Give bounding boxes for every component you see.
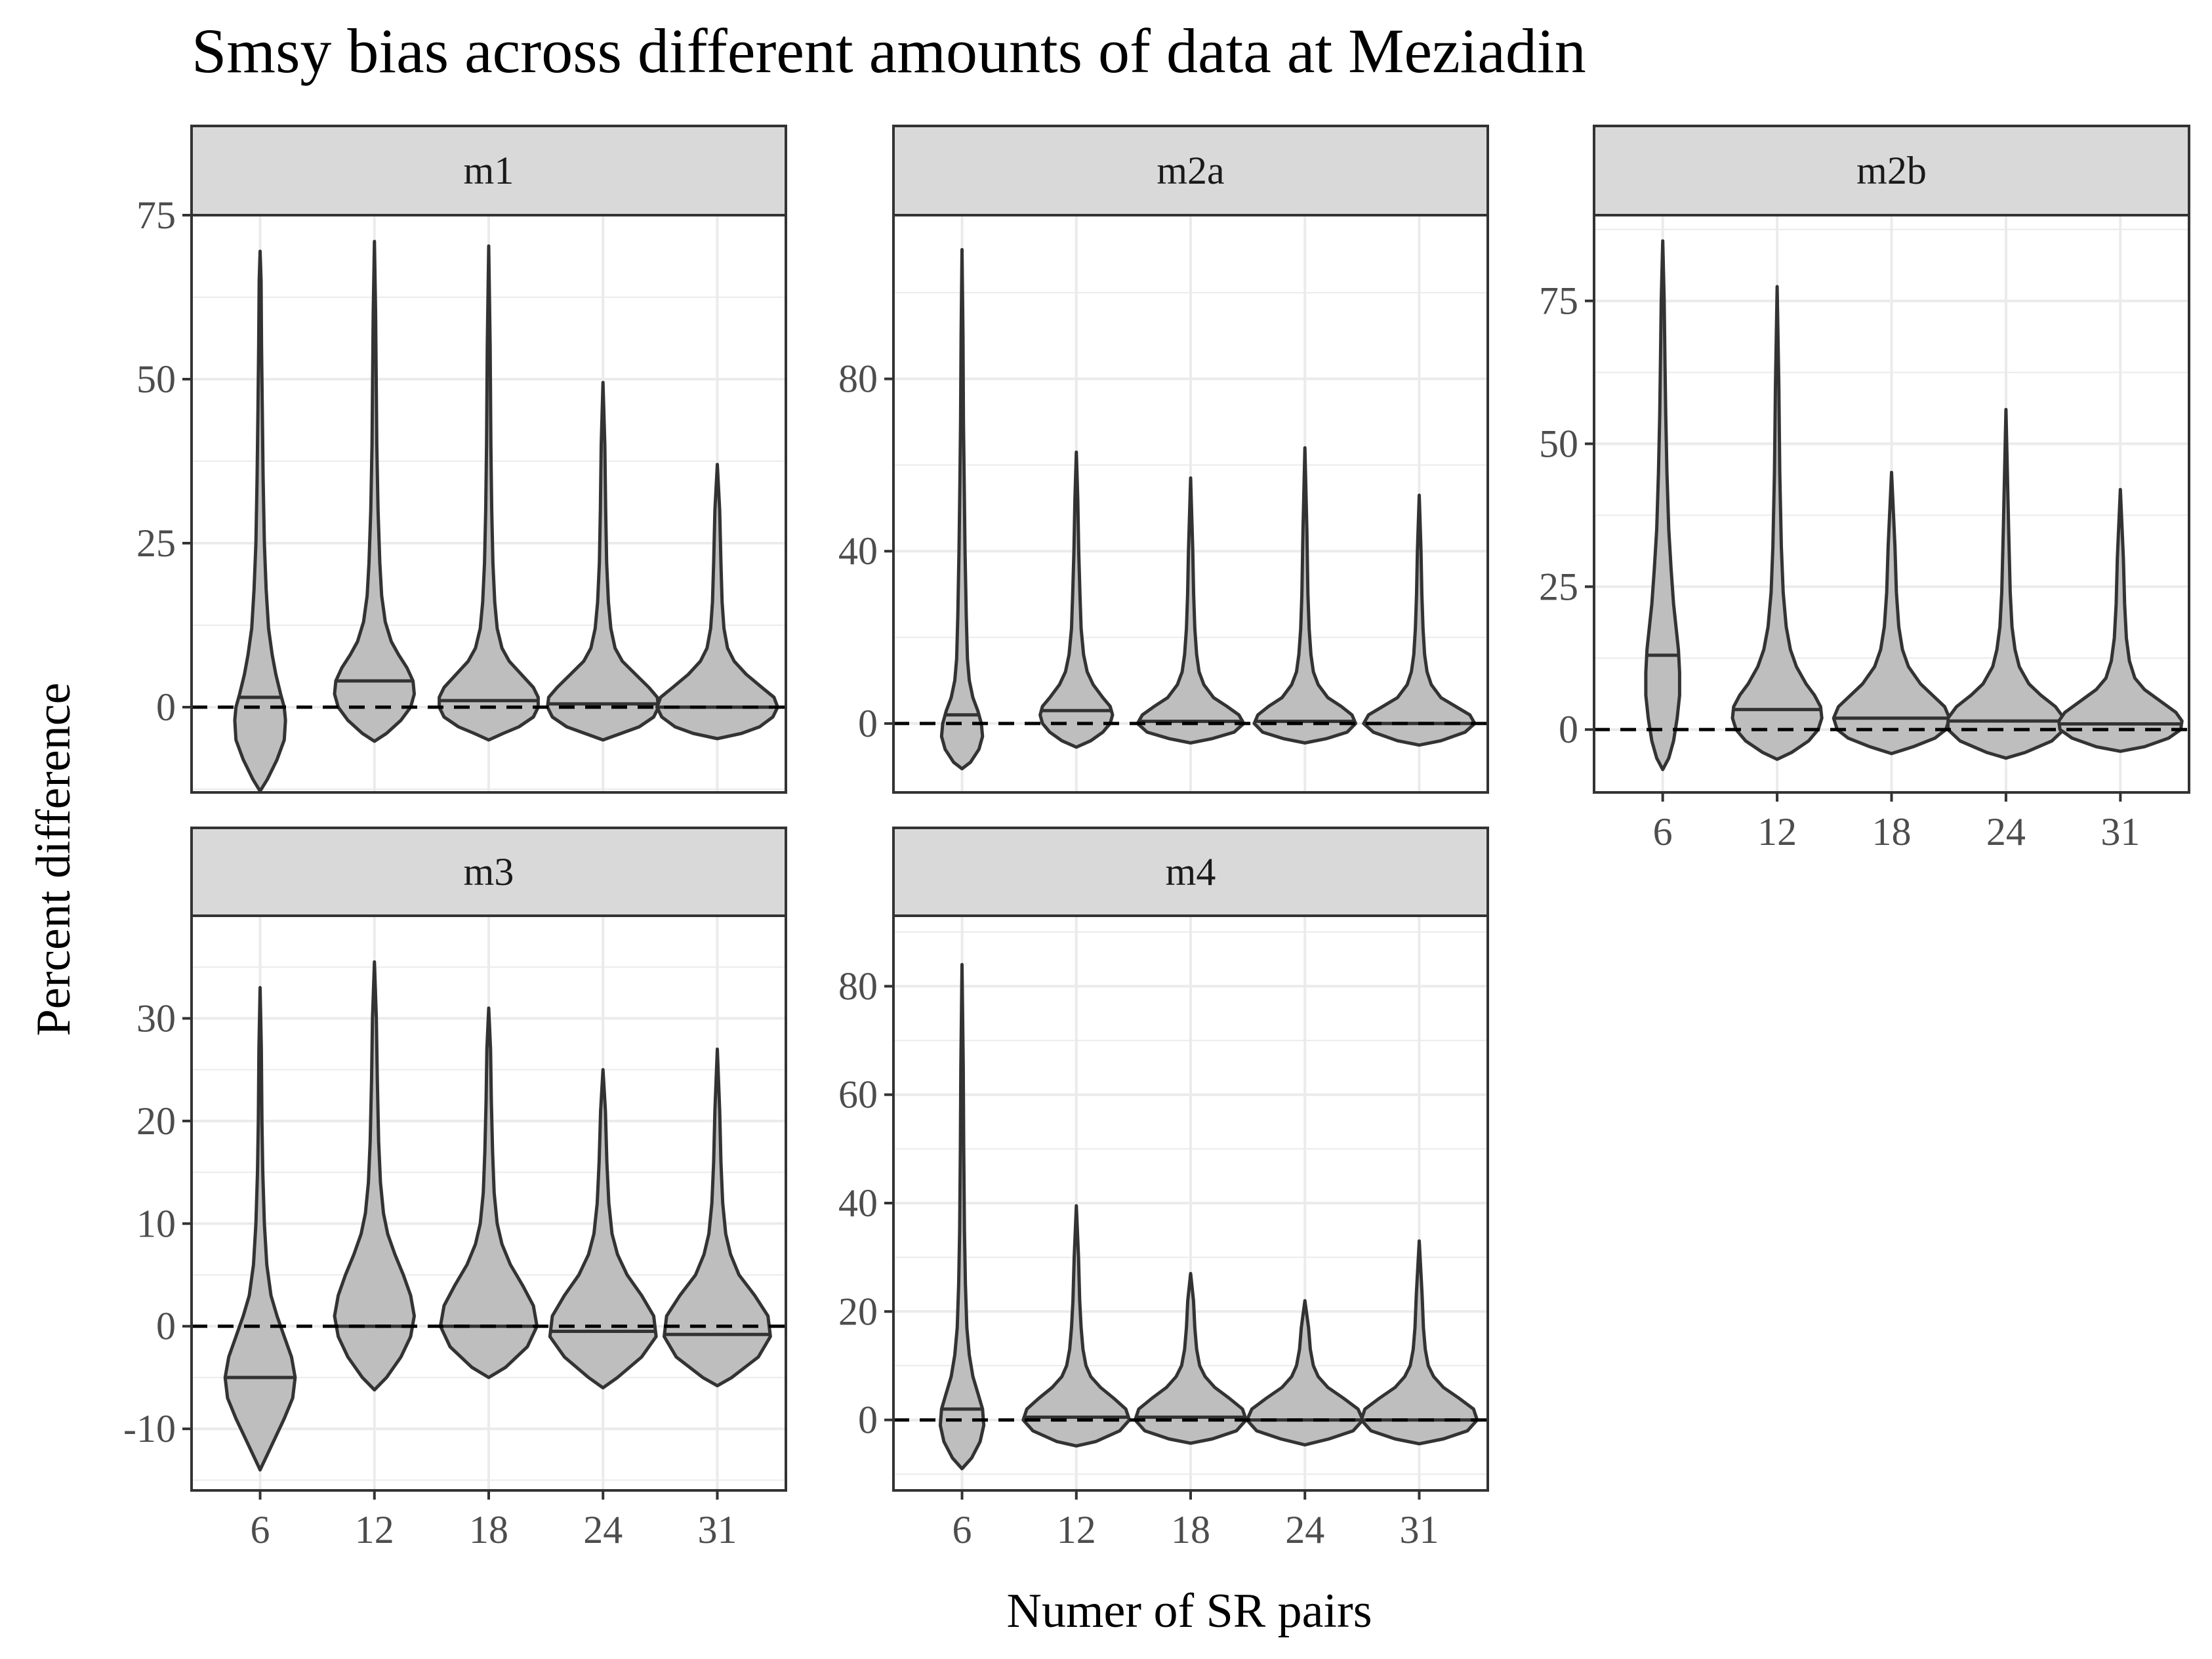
facet-strip bbox=[892, 125, 1489, 216]
facet-strip bbox=[1593, 125, 2190, 216]
y-tick-label: 30 bbox=[136, 996, 176, 1040]
y-tick-label: 0 bbox=[1559, 708, 1578, 751]
y-tick-label: 0 bbox=[156, 1305, 176, 1348]
x-tick-label: 6 bbox=[251, 1508, 270, 1551]
violin-m1-6 bbox=[233, 249, 287, 793]
x-tick-label: 18 bbox=[1872, 810, 1912, 853]
facet-strip bbox=[892, 827, 1489, 917]
y-tick-label: 50 bbox=[136, 358, 176, 401]
x-tick-label: 18 bbox=[469, 1508, 508, 1551]
x-tick-label: 24 bbox=[583, 1508, 623, 1551]
y-tick-label: 80 bbox=[838, 964, 878, 1008]
x-tick-label: 24 bbox=[1285, 1508, 1324, 1551]
y-tick-label: 25 bbox=[136, 522, 176, 565]
violin-m4-12 bbox=[1021, 1204, 1132, 1448]
y-tick-label: 40 bbox=[838, 1181, 878, 1225]
y-tick-label: 75 bbox=[136, 194, 176, 237]
violin-m1-12 bbox=[333, 239, 416, 743]
violin-m3-31 bbox=[663, 1047, 772, 1387]
y-tick-label: -10 bbox=[123, 1407, 176, 1450]
x-tick-label: 31 bbox=[2100, 810, 2140, 853]
chart-title: Smsy bias across different amounts of da… bbox=[192, 16, 1586, 86]
facet-label-m2b: m2b bbox=[1856, 149, 1927, 192]
x-tick-label: 18 bbox=[1171, 1508, 1210, 1551]
y-tick-label: 75 bbox=[1539, 279, 1578, 323]
x-tick-label: 31 bbox=[1399, 1508, 1439, 1551]
facet-label-m4: m4 bbox=[1166, 850, 1216, 893]
x-tick-label: 31 bbox=[697, 1508, 737, 1551]
violin-m3-6 bbox=[223, 986, 297, 1472]
violin-m2b-12 bbox=[1731, 285, 1824, 761]
facet-panel-m4: m4 0 20 40 60 80 6 12 18 24 31 bbox=[838, 827, 1489, 1551]
violin-m1-18 bbox=[438, 244, 540, 742]
facet-label-m2a: m2a bbox=[1157, 149, 1224, 192]
facet-panels: m1 0 25 50 75 m2a 0 40 80 m2b 0 25 50 75 6 12 18 24 31 m3 -1… bbox=[123, 125, 2190, 1551]
facet-label-m3: m3 bbox=[464, 850, 514, 893]
facet-strip bbox=[190, 827, 787, 917]
x-tick-label: 12 bbox=[355, 1508, 394, 1551]
facet-panel-m2a: m2a 0 40 80 bbox=[838, 125, 1489, 794]
y-tick-label: 80 bbox=[838, 358, 878, 401]
x-tick-label: 12 bbox=[1757, 810, 1797, 853]
x-tick-label: 6 bbox=[952, 1508, 972, 1551]
violin-m4-6 bbox=[938, 962, 986, 1471]
facet-label-m1: m1 bbox=[464, 149, 514, 192]
y-tick-label: 0 bbox=[858, 1399, 878, 1442]
y-tick-label: 25 bbox=[1539, 565, 1578, 608]
facet-strip bbox=[190, 125, 787, 216]
violin-m3-12 bbox=[333, 960, 416, 1392]
x-axis-title: Numer of SR pairs bbox=[1007, 1584, 1372, 1638]
x-tick-label: 12 bbox=[1057, 1508, 1096, 1551]
violin-m2a-18 bbox=[1136, 476, 1246, 745]
y-tick-label: 20 bbox=[136, 1099, 176, 1143]
y-tick-label: 60 bbox=[838, 1073, 878, 1116]
y-tick-label: 40 bbox=[838, 529, 878, 573]
y-tick-label: 20 bbox=[838, 1290, 878, 1333]
x-tick-label: 24 bbox=[1986, 810, 2026, 853]
y-tick-label: 0 bbox=[156, 686, 176, 729]
violin-m4-31 bbox=[1359, 1239, 1479, 1446]
violin-m2b-18 bbox=[1832, 470, 1952, 756]
facet-panel-m1: m1 0 25 50 75 bbox=[136, 125, 787, 794]
violin-m3-24 bbox=[548, 1068, 658, 1390]
violin-m2a-31 bbox=[1362, 493, 1477, 747]
y-axis-title: Percent difference bbox=[27, 683, 81, 1036]
facet-panel-m2b: m2b 0 25 50 75 6 12 18 24 31 bbox=[1539, 125, 2190, 853]
violin-m4-18 bbox=[1133, 1271, 1248, 1445]
y-tick-label: 0 bbox=[858, 702, 878, 745]
violin-m2b-6 bbox=[1644, 239, 1681, 771]
violin-m2a-24 bbox=[1252, 446, 1357, 745]
facet-panel-m3: m3 -10 0 10 20 30 6 12 18 24 31 bbox=[123, 827, 787, 1551]
violin-m2a-12 bbox=[1038, 450, 1115, 749]
violin-m3-18 bbox=[438, 1006, 539, 1380]
x-tick-label: 6 bbox=[1653, 810, 1673, 853]
y-tick-label: 50 bbox=[1539, 422, 1578, 466]
y-tick-label: 10 bbox=[136, 1202, 176, 1245]
